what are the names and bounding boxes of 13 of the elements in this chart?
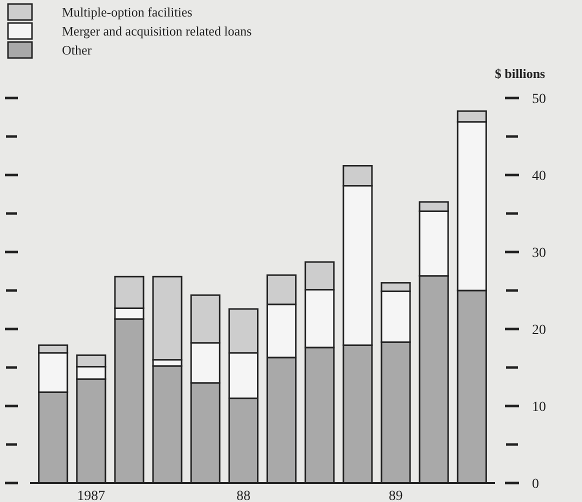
legend-label: Merger and acquisition related loans — [62, 24, 252, 39]
y-tick-label: 20 — [532, 322, 546, 338]
legend-label: Other — [62, 42, 92, 58]
y-tick-label: 40 — [532, 168, 546, 184]
x-tick-label: 89 — [388, 489, 403, 502]
x-tick-label: 1987 — [77, 489, 106, 502]
legend-label: Multiple-option facilities — [62, 4, 192, 20]
y-tick-label: 10 — [532, 400, 546, 415]
y-axis-title: $ billions — [494, 66, 546, 81]
x-tick-label: 88 — [236, 489, 250, 502]
y-tick-label: 30 — [532, 246, 546, 261]
y-tick-label: 50 — [532, 92, 546, 107]
y-tick-label: 0 — [532, 476, 539, 492]
